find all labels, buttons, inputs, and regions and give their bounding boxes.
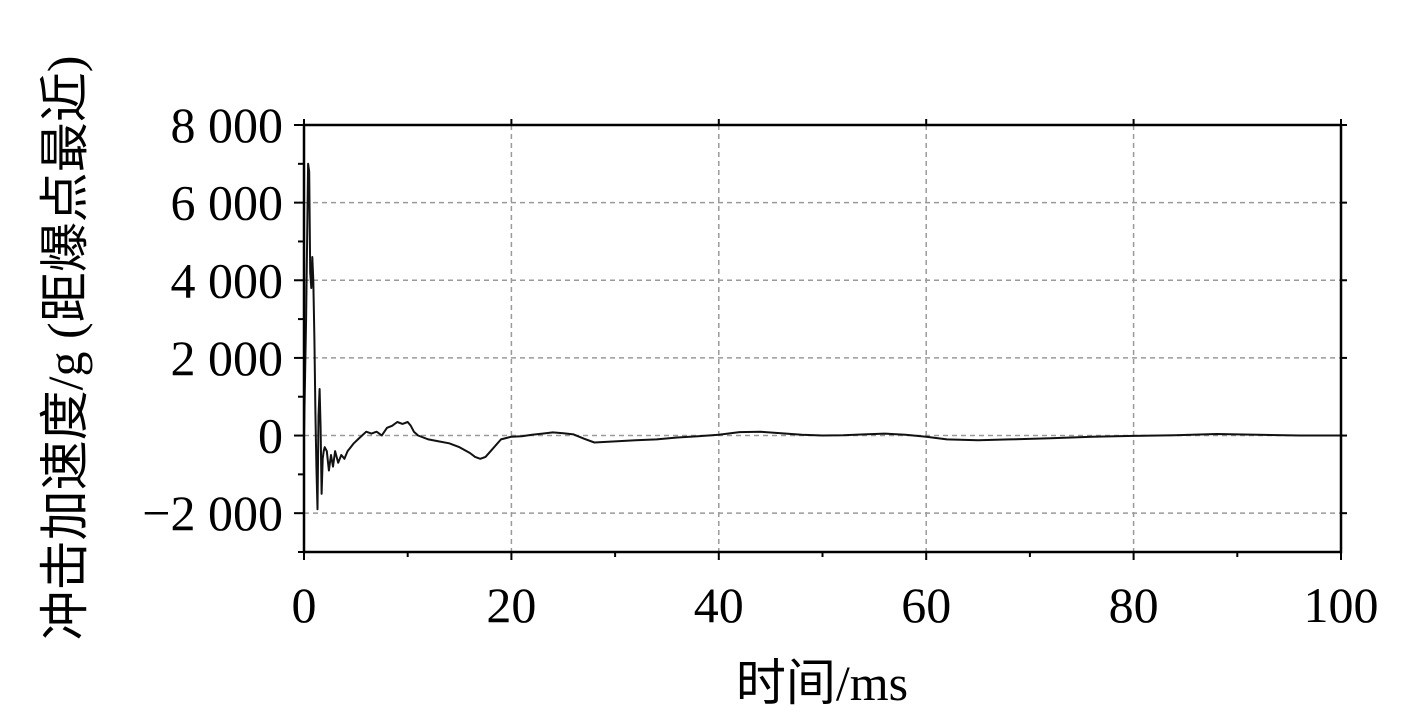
y-tick-label: 4 000 (171, 252, 284, 308)
x-tick-label: 0 (292, 577, 317, 633)
x-tick-label: 80 (1109, 577, 1159, 633)
series-line-0 (303, 162, 1341, 511)
y-tick-label: −2 000 (142, 485, 283, 541)
x-tick-labels: 0 20 40 60 80 100 (292, 577, 1379, 633)
y-axis-label: 冲击加速度/g (距爆点最近) (37, 56, 93, 641)
y-tick-labels: −2 000 0 2 000 4 000 6 000 8 000 (142, 97, 283, 541)
x-tick-label: 100 (1304, 577, 1379, 633)
x-tick-label: 40 (694, 577, 744, 633)
x-axis-label: 时间/ms (736, 655, 908, 711)
y-tick-label: 6 000 (171, 175, 284, 231)
grid (304, 125, 1341, 552)
x-tick-label: 60 (901, 577, 951, 633)
y-tick-label: 8 000 (171, 97, 284, 153)
y-tick-label: 2 000 (171, 330, 284, 386)
y-tick-label: 0 (258, 408, 283, 464)
axis-ticks (294, 119, 1347, 560)
x-tick-label: 20 (486, 577, 536, 633)
series-layer (303, 162, 1341, 511)
plot-frame (302, 123, 1343, 554)
